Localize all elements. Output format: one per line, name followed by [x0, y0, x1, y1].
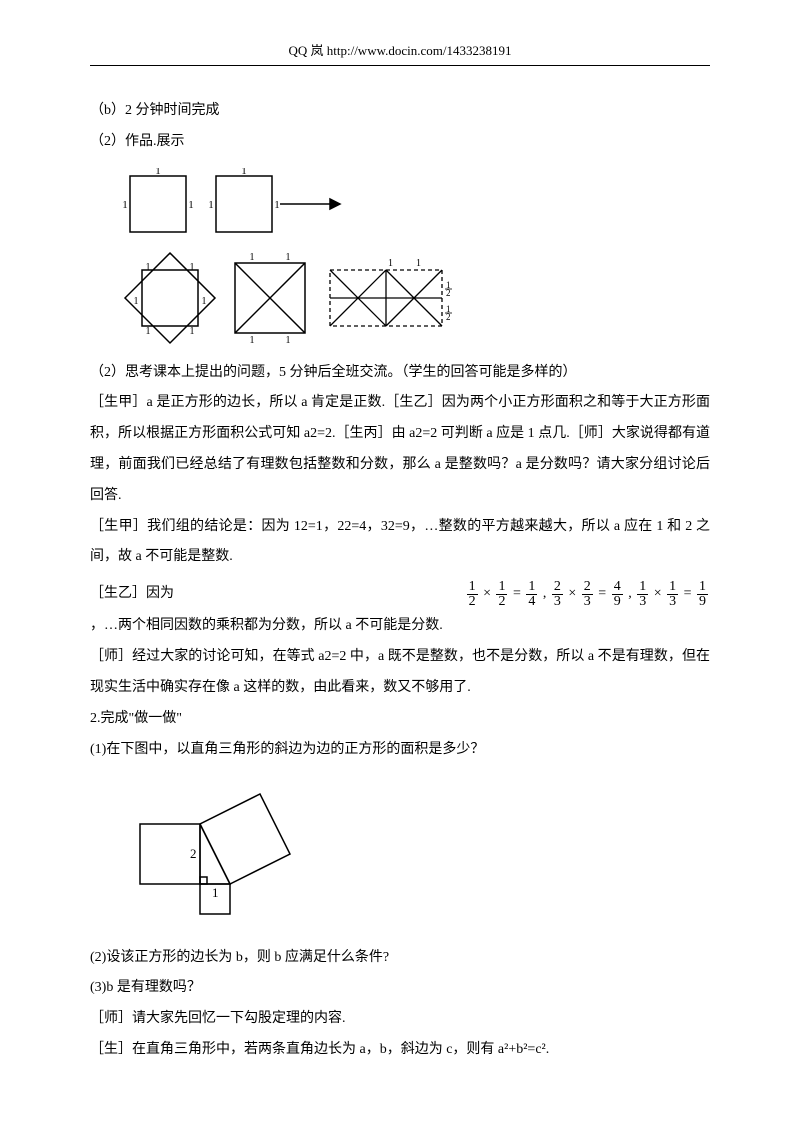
para-q2: (2)设该正方形的边长为 b，则 b 应满足什么条件? — [90, 943, 710, 974]
leg-b-label: 1 — [212, 885, 219, 900]
svg-text:1: 1 — [416, 258, 421, 269]
eq-tail: ，…两个相同因数的乘积都为分数，所以 a 不可能是分数. — [90, 611, 443, 642]
para-yi-eq: ［生乙］因为 12 × 12 = 14 , 23 × 23 = 49 , 13 … — [90, 579, 710, 642]
para-sheng: ［生］在直角三角形中，若两条直角边长为 a，b，斜边为 c，则有 a²+b²=c… — [90, 1035, 710, 1066]
para-q1: (1)在下图中，以直角三角形的斜边为边的正方形的面积是多少？ — [90, 735, 710, 766]
svg-text:1: 1 — [202, 296, 207, 307]
svg-text:1: 1 — [134, 296, 139, 307]
svg-text:1: 1 — [146, 326, 151, 337]
svg-text:1: 1 — [188, 199, 194, 211]
svg-text:1: 1 — [286, 252, 291, 263]
para-b: （b）2 分钟时间完成 — [90, 96, 710, 127]
para-zuozuo: 2.完成"做一做" — [90, 704, 710, 735]
svg-text:2: 2 — [446, 288, 451, 298]
para-shi: ［师］经过大家的讨论可知，在等式 a2=2 中，a 既不是整数，也不是分数，所以… — [90, 642, 710, 704]
figure-pythagoras: 2 1 — [120, 774, 710, 929]
para-q3: (3)b 是有理数吗？ — [90, 973, 710, 1004]
svg-text:1: 1 — [241, 168, 247, 177]
figure-combined: 1 1 1 1 1 1 1 1 1 1 — [120, 248, 710, 348]
svg-text:1: 1 — [274, 199, 280, 211]
para-jia: ［生甲］我们组的结论是：因为 12=1，22=4，32=9，…整数的平方越来越大… — [90, 512, 710, 574]
para-shi2: ［师］请大家先回忆一下勾股定理的内容. — [90, 1004, 710, 1035]
para-think: （2）思考课本上提出的问题，5 分钟后全班交流。（学生的回答可能是多样的） — [90, 358, 710, 389]
eq-prefix: ［生乙］因为 — [90, 579, 174, 610]
page-header: QQ 岚 http://www.docin.com/1433238191 — [90, 40, 710, 66]
svg-text:1: 1 — [388, 258, 393, 269]
svg-text:1: 1 — [208, 199, 214, 211]
para-students: ［生甲］a 是正方形的边长，所以 a 肯定是正数.［生乙］因为两个小正方形面积之… — [90, 388, 710, 511]
leg-a-label: 2 — [190, 846, 197, 861]
svg-text:1: 1 — [190, 326, 195, 337]
equation-fractions: 12 × 12 = 14 , 23 × 23 = 49 , 13 × 13 = … — [465, 579, 710, 610]
para-2: （2）作品.展示 — [90, 127, 710, 158]
svg-text:1: 1 — [190, 262, 195, 273]
svg-text:1: 1 — [250, 335, 255, 346]
svg-text:1: 1 — [146, 262, 151, 273]
svg-text:1: 1 — [250, 252, 255, 263]
svg-text:1: 1 — [286, 335, 291, 346]
svg-text:2: 2 — [446, 312, 451, 322]
figure-two-squares: 1 1 1 1 1 1 — [120, 168, 710, 238]
svg-text:1: 1 — [122, 199, 128, 211]
svg-text:1: 1 — [155, 168, 161, 177]
